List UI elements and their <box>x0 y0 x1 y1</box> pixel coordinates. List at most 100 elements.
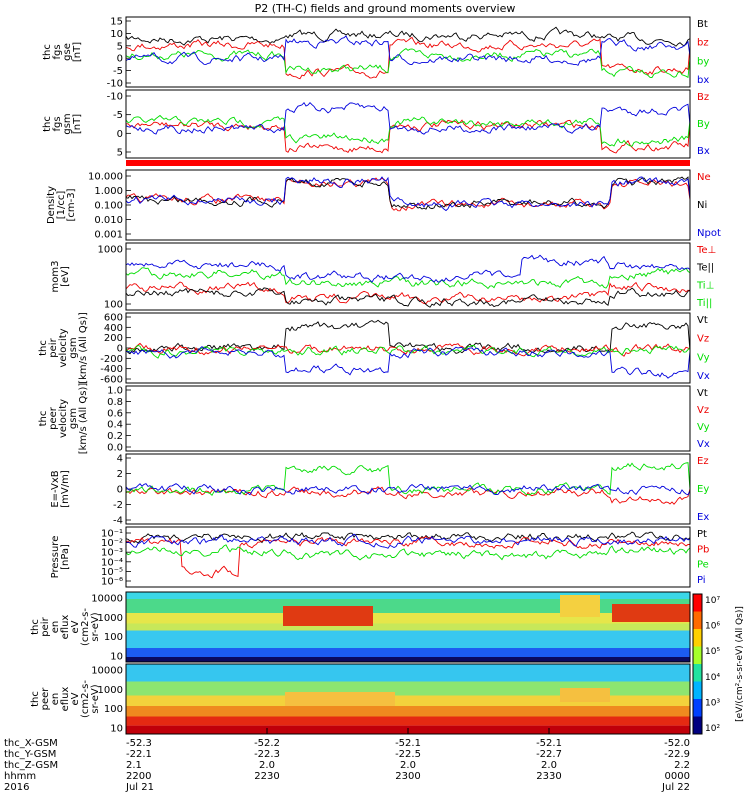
heatmap-feature <box>285 692 395 706</box>
ylabel-line: eflux <box>60 687 71 712</box>
lines-fgs_gsm <box>125 101 691 154</box>
ylabel-line: peir <box>48 337 59 357</box>
ytick-label: 10⁻³ <box>101 548 123 559</box>
colorbar-segment <box>693 611 702 630</box>
xaxis-row-label: 2016 <box>4 782 29 793</box>
ylabel-pvel: thcpeirvelocitygsm[km/s (All Qs)] <box>38 312 89 384</box>
legend-Ey: Ey <box>697 484 709 495</box>
xaxis-row-label: hhmm <box>4 771 36 782</box>
lines-efield <box>125 462 691 505</box>
ytick-label: -5 <box>113 66 123 77</box>
xaxis-value: -52.0 <box>664 738 690 749</box>
series-line-red <box>125 281 691 305</box>
ylabel-line: [nT] <box>72 42 83 62</box>
lines-pressure <box>125 531 691 579</box>
xaxis-value: -52.1 <box>395 738 421 749</box>
heatmap-band <box>126 592 690 599</box>
ylabel-evel: thcpeervelocitygsm[km/s (All Qs)] <box>38 383 89 455</box>
ylabel-line: thc <box>42 116 53 132</box>
panel-temperature: mom3[eV] 1000 100 Te⊥ Te|| Ti⊥ Ti|| <box>50 242 716 311</box>
legend-Bz: Bz <box>697 92 709 103</box>
xaxis-value: 2.0 <box>400 760 416 771</box>
series-line-blue <box>125 483 691 496</box>
xaxis-value: 2230 <box>254 771 279 782</box>
legend-Bx: Bx <box>697 146 710 157</box>
ylabel-line: eV <box>70 692 81 705</box>
ylabel-line: thc <box>30 619 41 635</box>
ylabel-efield: E=-VxB[mV/m] <box>50 470 71 508</box>
legend-Te⊥: Te⊥ <box>696 245 716 256</box>
legend-By: By <box>697 119 710 130</box>
colorbar-segment <box>693 594 702 612</box>
red-divider <box>126 160 690 166</box>
panel-density: Density[1/cc][cm-3] 10.000 1.000 0.100 0.010… <box>46 169 721 241</box>
colorbar-tick: 10⁶ <box>705 622 720 632</box>
colorbar-tick: 10³ <box>705 698 720 708</box>
series-line-green <box>125 267 691 290</box>
ylabel-line: thc <box>38 340 49 356</box>
xaxis-value: -22.1 <box>126 749 152 760</box>
heatmap-band <box>126 630 690 648</box>
heatmap-band <box>126 599 690 613</box>
colorbar-segment <box>693 681 702 700</box>
series-line-green <box>125 344 691 359</box>
ylabel-line: [cm-3] <box>66 188 77 221</box>
series-line-green <box>125 462 691 497</box>
ylabel-line: en <box>50 693 61 706</box>
legend-Bt: Bt <box>697 19 708 30</box>
ylabel-fgs_gse: thcfgsgse[nT] <box>42 42 83 62</box>
colorbar: 10⁷ 10⁶ 10⁵ 10⁴ 10³ 10² [eV/(cm²-s-sr-eV) (All… <box>692 593 745 735</box>
xaxis-value: 0000 <box>665 771 690 782</box>
heatmap-feature <box>560 595 600 617</box>
xaxis-row-label: thc_Y-GSM <box>4 749 56 760</box>
ytick-label: 1.0 <box>107 386 123 397</box>
ytick-label: -10 <box>107 92 123 103</box>
ytick-label: 0.0 <box>107 443 123 454</box>
heatmap-feature <box>560 688 610 702</box>
lines-pvel <box>125 319 691 379</box>
ytick-label: 100 <box>104 704 123 715</box>
ytick-label: 400 <box>104 323 123 334</box>
ytick-label: -2 <box>113 500 123 511</box>
lines-density <box>125 176 691 212</box>
ylabel-temperature: mom3[eV] <box>50 261 71 293</box>
panel-fgs_gsm: thcfgsgsm[nT] -10 -5 0 5 Bz By Bx <box>42 89 710 159</box>
legend-Ne: Ne <box>697 172 711 183</box>
plot-title: P2 (TH-C) fields and ground moments over… <box>255 2 516 15</box>
x-axis: thc_X-GSM -52.3 -52.2 -52.1 -52.1 -52.0 thc_Y-… <box>4 728 691 793</box>
ylabel-line: fgs <box>52 116 63 131</box>
heatmap-feature <box>126 657 690 662</box>
ylabel-line: thc <box>38 411 49 427</box>
colorbar-tick: 10⁴ <box>705 673 720 683</box>
xaxis-value: 2.0 <box>259 760 275 771</box>
ylabel-peir: thcpeirenefluxeV(cm2-s-sr-eV) <box>30 608 101 646</box>
ytick-label: 600 <box>104 313 123 324</box>
series-line-black <box>125 287 691 308</box>
colorbar-segment <box>693 629 702 647</box>
xaxis-value: -52.2 <box>254 738 280 749</box>
heatmap-feature <box>283 606 373 626</box>
heatmap-peer <box>126 664 690 734</box>
ytick-label: 10⁻⁶ <box>101 577 123 588</box>
ytick-label: 10⁻² <box>101 538 123 549</box>
series-line-red <box>125 535 691 579</box>
ylabel-line: eV <box>70 620 81 633</box>
legend-Npot: Npot <box>697 228 721 239</box>
series-line-black <box>125 176 691 210</box>
ytick-label: 5 <box>117 148 123 159</box>
legend-Ez: Ez <box>697 456 709 467</box>
ylabel-line: thc <box>42 44 53 60</box>
ytick-label: 1.000 <box>94 186 123 197</box>
ytick-label: 1000 <box>98 245 123 256</box>
legend-Ti||: Ti|| <box>696 298 712 309</box>
ytick-label: -4 <box>113 516 123 527</box>
ylabel-line: fgs <box>52 44 63 59</box>
ylabel-line: gse <box>62 43 73 61</box>
colorbar-segment <box>693 646 702 665</box>
ytick-label: 0.8 <box>107 397 123 408</box>
ytick-label: -200 <box>100 354 123 365</box>
xaxis-value: -22.3 <box>254 749 280 760</box>
series-line-blue <box>125 254 691 283</box>
